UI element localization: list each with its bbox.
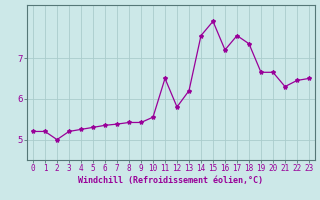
X-axis label: Windchill (Refroidissement éolien,°C): Windchill (Refroidissement éolien,°C) [78, 176, 263, 185]
